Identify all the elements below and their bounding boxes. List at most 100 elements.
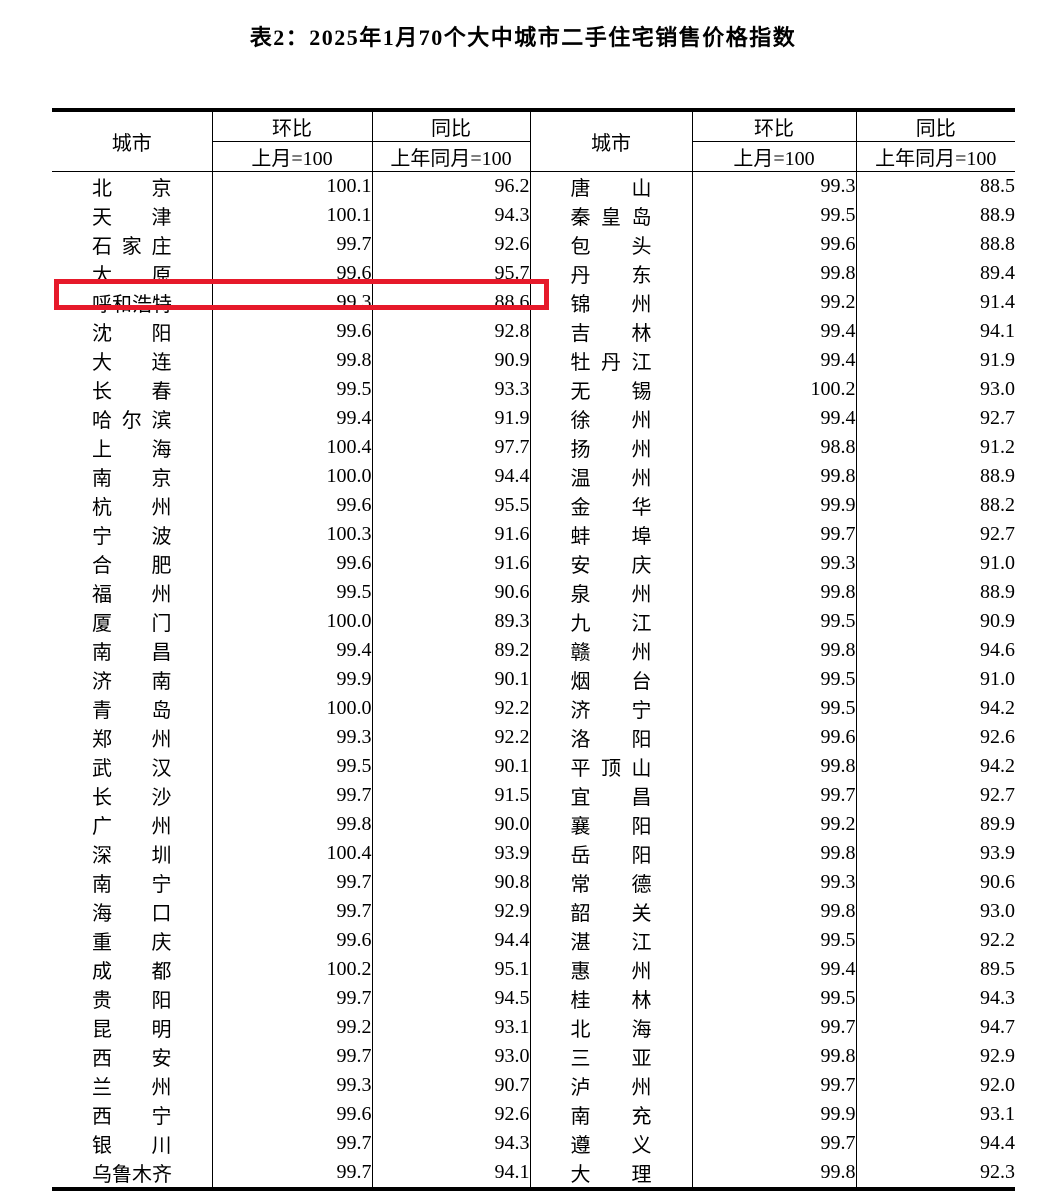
header-mom-base-left: 上月=100 [212,141,373,172]
yoy-value-cell: 91.0 [980,668,1015,690]
yoy-value-cell: 88.2 [980,494,1015,516]
city-cell: 大理 [530,1158,693,1189]
yoy-value-cell: 90.8 [372,868,531,897]
header-mom-right: 环比 [692,110,857,142]
yoy-value-cell: 90.1 [372,752,531,781]
mom-value-cell: 99.4 [212,404,373,433]
header-mom-base-right: 上月=100 [692,141,857,172]
yoy-value-cell: 91.9 [372,404,531,433]
city-cell: 唐山 [530,171,693,201]
table-row: 昆明 99.2 93.1 北海 99.7 94.7 [52,1013,1015,1042]
table-row: 乌鲁木齐 99.7 94.1 大理 99.8 92.3 [52,1158,1015,1189]
city-cell: 贵阳 [52,984,213,1013]
city-cell: 兰州 [52,1071,213,1100]
yoy-value-cell: 90.9 [980,610,1015,632]
yoy-value-cell: 92.8 [372,317,531,346]
table-row: 厦门 100.0 89.3 九江 99.5 90.9 [52,607,1015,636]
yoy-value-cell: 93.0 [980,900,1015,922]
mom-value-cell: 100.0 [212,462,373,491]
city-cell: 沈阳 [52,317,213,346]
header-city-left: 城市 [52,110,213,172]
city-cell: 蚌埠 [530,520,693,549]
yoy-value-cell: 92.2 [980,929,1015,951]
city-cell: 重庆 [52,926,213,955]
mom-value-cell: 99.3 [692,549,857,578]
city-cell: 南昌 [52,636,213,665]
yoy-value-cell: 89.9 [980,813,1015,835]
table-row: 南京 100.0 94.4 温州 99.8 88.9 [52,462,1015,491]
yoy-value-cell: 94.2 [980,697,1015,719]
city-cell: 杭州 [52,491,213,520]
yoy-value-cell: 88.9 [980,465,1015,487]
mom-value-cell: 99.8 [692,636,857,665]
city-cell: 济宁 [530,694,693,723]
mom-value-cell: 99.8 [692,839,857,868]
table-row: 广州 99.8 90.0 襄阳 99.2 89.9 [52,810,1015,839]
city-cell: 合肥 [52,549,213,578]
header-yoy-left: 同比 [372,110,531,142]
city-cell: 海口 [52,897,213,926]
mom-value-cell: 99.3 [692,868,857,897]
city-cell: 常德 [530,868,693,897]
city-cell: 济南 [52,665,213,694]
mom-value-cell: 99.3 [212,723,373,752]
mom-value-cell: 99.8 [692,462,857,491]
mom-value-cell: 99.6 [212,926,373,955]
yoy-value-cell: 92.7 [980,784,1015,806]
yoy-value-cell: 92.6 [372,1100,531,1129]
mom-value-cell: 99.7 [212,230,373,259]
table-row: 长沙 99.7 91.5 宜昌 99.7 92.7 [52,781,1015,810]
city-cell: 金华 [530,491,693,520]
table-row: 北京 100.1 96.2 唐山 99.3 88.5 [52,171,1015,201]
mom-value-cell: 99.8 [692,897,857,926]
yoy-value-cell: 94.3 [372,201,531,230]
city-cell: 韶关 [530,897,693,926]
city-cell: 吉林 [530,317,693,346]
yoy-value-cell: 95.5 [372,491,531,520]
yoy-value-cell: 88.8 [980,233,1015,255]
table-row: 西宁 99.6 92.6 南充 99.9 93.1 [52,1100,1015,1129]
yoy-value-cell: 90.6 [980,871,1015,893]
header-city-right: 城市 [530,110,693,172]
city-cell: 西安 [52,1042,213,1071]
mom-value-cell: 99.8 [692,752,857,781]
yoy-value-cell: 94.4 [372,462,531,491]
city-cell: 丹东 [530,259,693,288]
yoy-value-cell: 90.0 [372,810,531,839]
mom-value-cell: 99.6 [692,723,857,752]
yoy-value-cell: 94.7 [980,1016,1015,1038]
city-cell: 成都 [52,955,213,984]
mom-value-cell: 98.8 [692,433,857,462]
table-row: 重庆 99.6 94.4 湛江 99.5 92.2 [52,926,1015,955]
yoy-value-cell: 93.3 [372,375,531,404]
city-cell: 青岛 [52,694,213,723]
city-cell: 乌鲁木齐 [52,1158,213,1189]
table-row: 长春 99.5 93.3 无锡 100.2 93.0 [52,375,1015,404]
city-cell: 牡丹江 [530,346,693,375]
yoy-value-cell: 94.3 [980,987,1015,1009]
city-cell: 武汉 [52,752,213,781]
yoy-value-cell: 92.2 [372,723,531,752]
table-row: 济南 99.9 90.1 烟台 99.5 91.0 [52,665,1015,694]
mom-value-cell: 100.4 [212,433,373,462]
mom-value-cell: 99.4 [692,317,857,346]
yoy-value-cell: 95.7 [372,259,531,288]
table-row: 福州 99.5 90.6 泉州 99.8 88.9 [52,578,1015,607]
yoy-value-cell: 92.9 [372,897,531,926]
mom-value-cell: 99.9 [692,491,857,520]
yoy-value-cell: 92.2 [372,694,531,723]
mom-value-cell: 99.8 [692,1042,857,1071]
mom-value-cell: 99.4 [692,955,857,984]
city-cell: 上海 [52,433,213,462]
city-cell: 南京 [52,462,213,491]
table-row: 合肥 99.6 91.6 安庆 99.3 91.0 [52,549,1015,578]
mom-value-cell: 99.6 [212,491,373,520]
yoy-value-cell: 94.4 [372,926,531,955]
city-cell: 哈尔滨 [52,404,213,433]
table-row: 太原 99.6 95.7 丹东 99.8 89.4 [52,259,1015,288]
mom-value-cell: 99.8 [212,346,373,375]
mom-value-cell: 99.6 [692,230,857,259]
yoy-value-cell: 94.3 [372,1129,531,1158]
city-cell: 厦门 [52,607,213,636]
yoy-value-cell: 91.0 [980,552,1015,574]
